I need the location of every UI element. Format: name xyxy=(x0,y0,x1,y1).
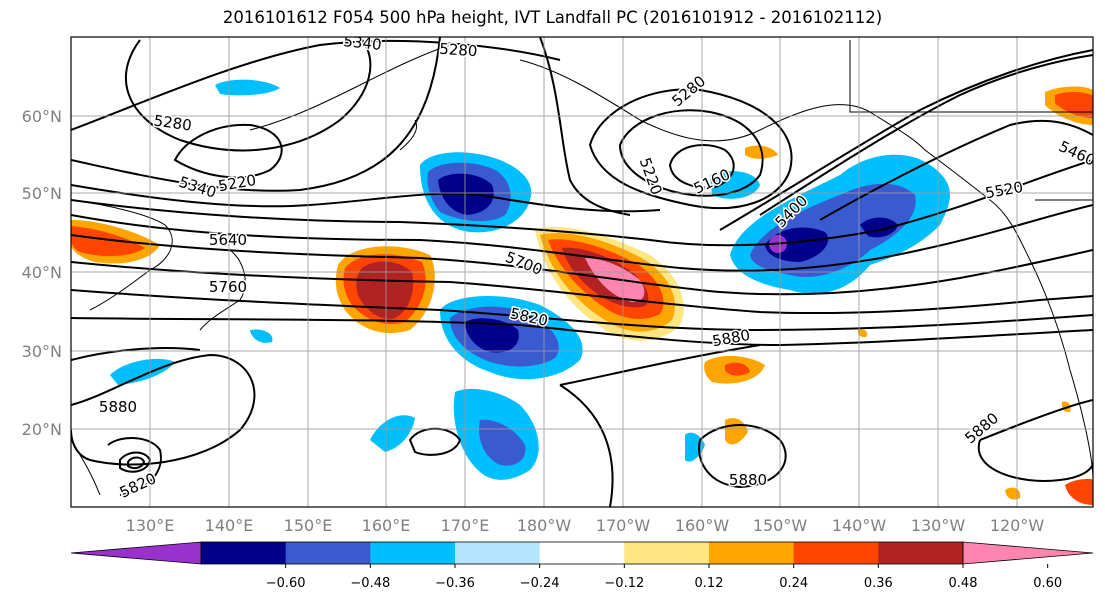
colorbar-tick-label: 0.36 xyxy=(864,576,893,591)
lon-label: 180°W xyxy=(517,516,572,535)
ivt-shading xyxy=(71,79,1093,505)
lon-label: 160°E xyxy=(362,516,411,535)
lon-label: 170°W xyxy=(596,516,651,535)
longitude-labels: 130°E 140°E 150°E 160°E 170°E 180°W 170°W 160°W… xyxy=(126,516,1045,535)
contour-label: 5880 xyxy=(99,398,137,416)
map-title: 2016101612 F054 500 hPa height, IVT Land… xyxy=(222,8,883,27)
lon-label: 150°E xyxy=(284,516,333,535)
height-contours xyxy=(71,37,1093,507)
lon-label: 150°W xyxy=(753,516,808,535)
lon-label: 140°W xyxy=(832,516,887,535)
lon-label: 160°W xyxy=(675,516,730,535)
lat-label: 50°N xyxy=(22,184,62,203)
colorbar-segment xyxy=(878,542,964,564)
colorbar-tick-label: 0.60 xyxy=(1033,576,1062,591)
colorbar-segment xyxy=(285,542,371,564)
colorbar-segment xyxy=(539,542,625,564)
colorbar-segment xyxy=(793,542,879,564)
lat-label: 20°N xyxy=(22,420,62,439)
colorbar-extend-high xyxy=(962,541,1094,565)
colorbar-segment xyxy=(709,542,795,564)
colorbar-segment xyxy=(455,542,541,564)
contour-label: 5880 xyxy=(729,471,767,489)
colorbar-tick-label: −0.60 xyxy=(266,576,306,591)
lat-label: 60°N xyxy=(22,107,62,126)
latitude-labels: 60°N 50°N 40°N 30°N 20°N xyxy=(22,107,62,439)
colorbar-tick-label: −0.12 xyxy=(604,576,644,591)
colorbar-tick-labels: −0.60 −0.48 −0.36 −0.24 −0.12 0.12 0.24 0.36 0.4… xyxy=(266,576,1062,591)
colorbar-extend-low xyxy=(70,541,202,565)
colorbar-tick-label: −0.48 xyxy=(350,576,390,591)
lon-label: 130°E xyxy=(126,516,175,535)
contour-label: 5760 xyxy=(209,278,247,296)
graticule xyxy=(71,37,1093,507)
lat-label: 30°N xyxy=(22,342,62,361)
lat-label: 40°N xyxy=(22,263,62,282)
plot-border xyxy=(70,36,1094,508)
contour-label: 5280 xyxy=(439,40,478,61)
lon-label: 170°E xyxy=(441,516,490,535)
colorbar-segment xyxy=(201,542,287,564)
colorbar xyxy=(70,541,1094,568)
contour-label: 5640 xyxy=(209,231,247,249)
contour-label: 5340 xyxy=(343,32,383,54)
colorbar-tick-label: 0.12 xyxy=(695,576,724,591)
colorbar-tick-label: −0.24 xyxy=(520,576,560,591)
lon-label: 130°W xyxy=(911,516,966,535)
colorbar-frame xyxy=(200,541,964,565)
colorbar-tick-label: 0.24 xyxy=(779,576,808,591)
colorbar-tick-label: 0.48 xyxy=(949,576,978,591)
colorbar-segment xyxy=(624,542,710,564)
lon-label: 120°W xyxy=(990,516,1045,535)
lon-label: 140°E xyxy=(205,516,254,535)
colorbar-segment xyxy=(370,542,456,564)
colorbar-tick-label: −0.36 xyxy=(435,576,475,591)
